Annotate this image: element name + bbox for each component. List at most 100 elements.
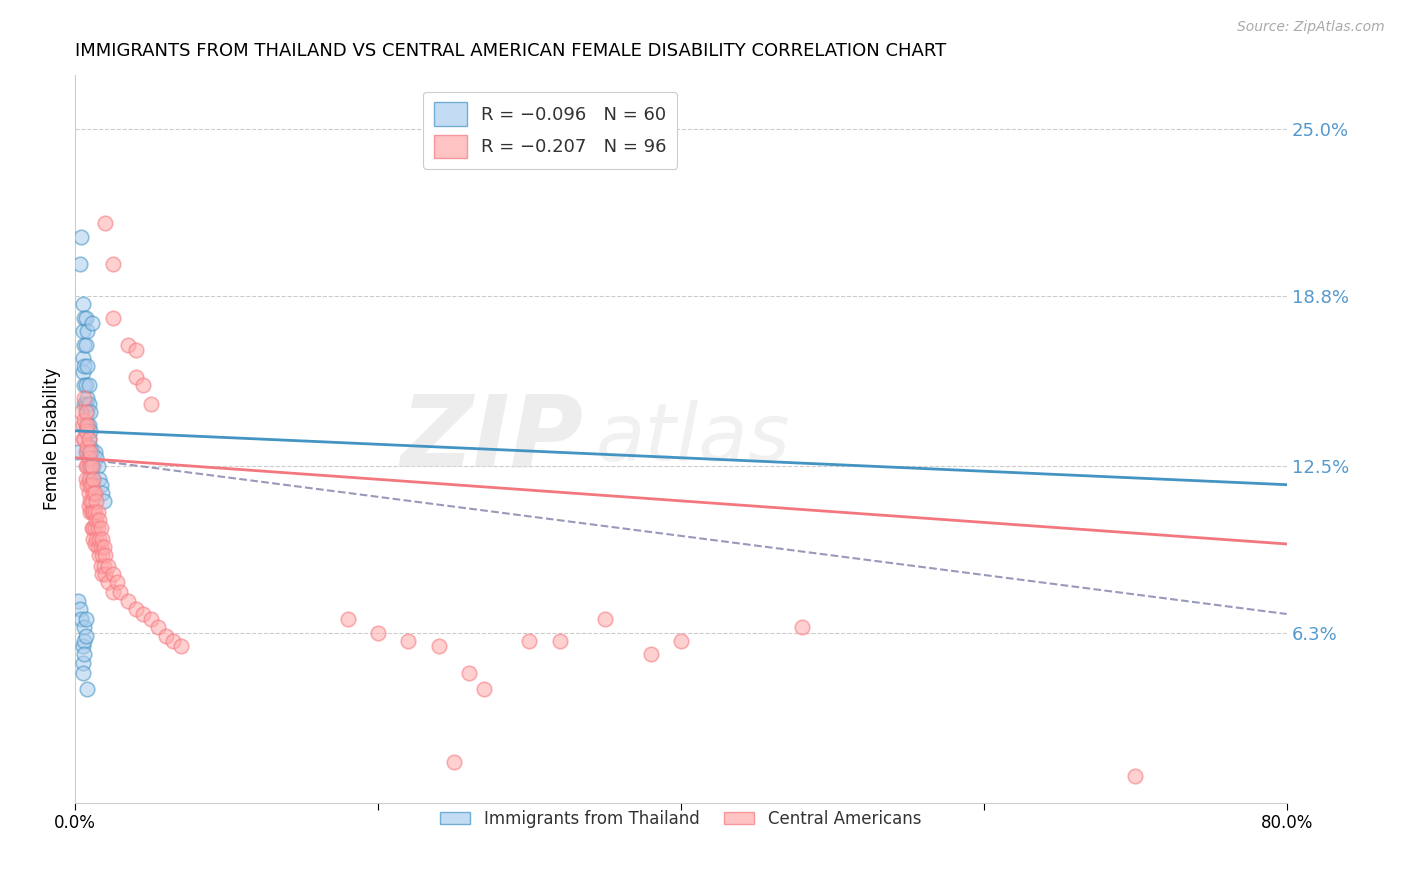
Point (97, 558, 120, 573)
Point (79, 424, 101, 438)
Point (76, 682, 98, 697)
Point (75, 378, 97, 392)
Point (77, 397, 100, 411)
Point (80, 521, 103, 535)
Point (90, 558, 112, 573)
Point (76, 324, 98, 338)
Point (97, 574, 120, 589)
Point (80, 494, 103, 508)
Point (82, 532, 104, 546)
Point (70, 405, 93, 419)
Point (77, 472, 100, 486)
Point (73, 337, 96, 351)
Point (94, 566, 117, 581)
Point (155, 629, 177, 643)
Point (79, 405, 101, 419)
Point (70, 612, 93, 626)
Point (139, 612, 162, 626)
Point (73, 413, 96, 427)
Point (76, 392, 98, 406)
Point (67, 445, 90, 459)
Point (91, 485, 114, 500)
Point (89, 513, 111, 527)
Point (75, 472, 97, 486)
Point (101, 257, 124, 271)
Point (94, 548, 117, 562)
Point (472, 682, 495, 697)
Point (82, 485, 104, 500)
Point (72, 666, 94, 681)
Point (84, 532, 107, 546)
Point (593, 612, 616, 626)
Point (101, 310, 124, 325)
Point (72, 656, 94, 670)
Point (139, 397, 162, 411)
Point (162, 634, 184, 648)
Point (75, 424, 97, 438)
Point (72, 640, 94, 654)
Point (67, 593, 90, 607)
Point (76, 359, 98, 373)
Point (79, 458, 101, 473)
Y-axis label: Female Disability: Female Disability (44, 368, 60, 510)
Point (75, 612, 97, 626)
Point (72, 324, 94, 338)
Point (76, 477, 98, 491)
Text: atlas: atlas (596, 400, 790, 478)
Point (519, 634, 541, 648)
Point (640, 648, 662, 662)
Point (73, 310, 96, 325)
Point (72, 365, 94, 379)
Point (90, 521, 112, 535)
Point (396, 634, 419, 648)
Point (76, 445, 98, 459)
Point (124, 370, 146, 384)
Point (72, 418, 94, 433)
Point (91, 566, 114, 581)
Point (80, 445, 103, 459)
Text: Source: ZipAtlas.com: Source: ZipAtlas.com (1237, 20, 1385, 34)
Point (101, 566, 124, 581)
Point (91, 548, 114, 562)
Point (89, 532, 111, 546)
Point (79, 477, 101, 491)
Point (83, 485, 105, 500)
Point (94, 216, 117, 230)
Point (84, 494, 107, 508)
Point (132, 378, 155, 392)
Point (87, 521, 110, 535)
Point (90, 540, 112, 554)
Point (80, 477, 103, 491)
Point (73, 634, 96, 648)
Point (75, 458, 97, 473)
Point (77, 432, 100, 446)
Point (367, 625, 389, 640)
Point (117, 593, 139, 607)
Point (69, 601, 91, 615)
Point (84, 513, 107, 527)
Point (93, 558, 115, 573)
Point (80, 458, 103, 473)
Point (91, 532, 114, 546)
Point (1123, 769, 1146, 783)
Point (93, 540, 115, 554)
Point (75, 418, 97, 433)
Point (76, 418, 98, 433)
Point (73, 397, 96, 411)
Point (73, 432, 96, 446)
Point (83, 521, 105, 535)
Point (80, 316, 103, 330)
Point (427, 640, 450, 654)
Point (89, 472, 111, 486)
Point (443, 755, 465, 769)
Point (79, 440, 101, 454)
Point (457, 666, 479, 681)
Point (82, 458, 104, 473)
Point (73, 620, 96, 634)
Text: IMMIGRANTS FROM THAILAND VS CENTRAL AMERICAN FEMALE DISABILITY CORRELATION CHART: IMMIGRANTS FROM THAILAND VS CENTRAL AMER… (75, 42, 946, 60)
Point (117, 337, 139, 351)
Point (80, 458, 103, 473)
Point (79, 472, 101, 486)
Point (76, 418, 98, 433)
Point (87, 458, 110, 473)
